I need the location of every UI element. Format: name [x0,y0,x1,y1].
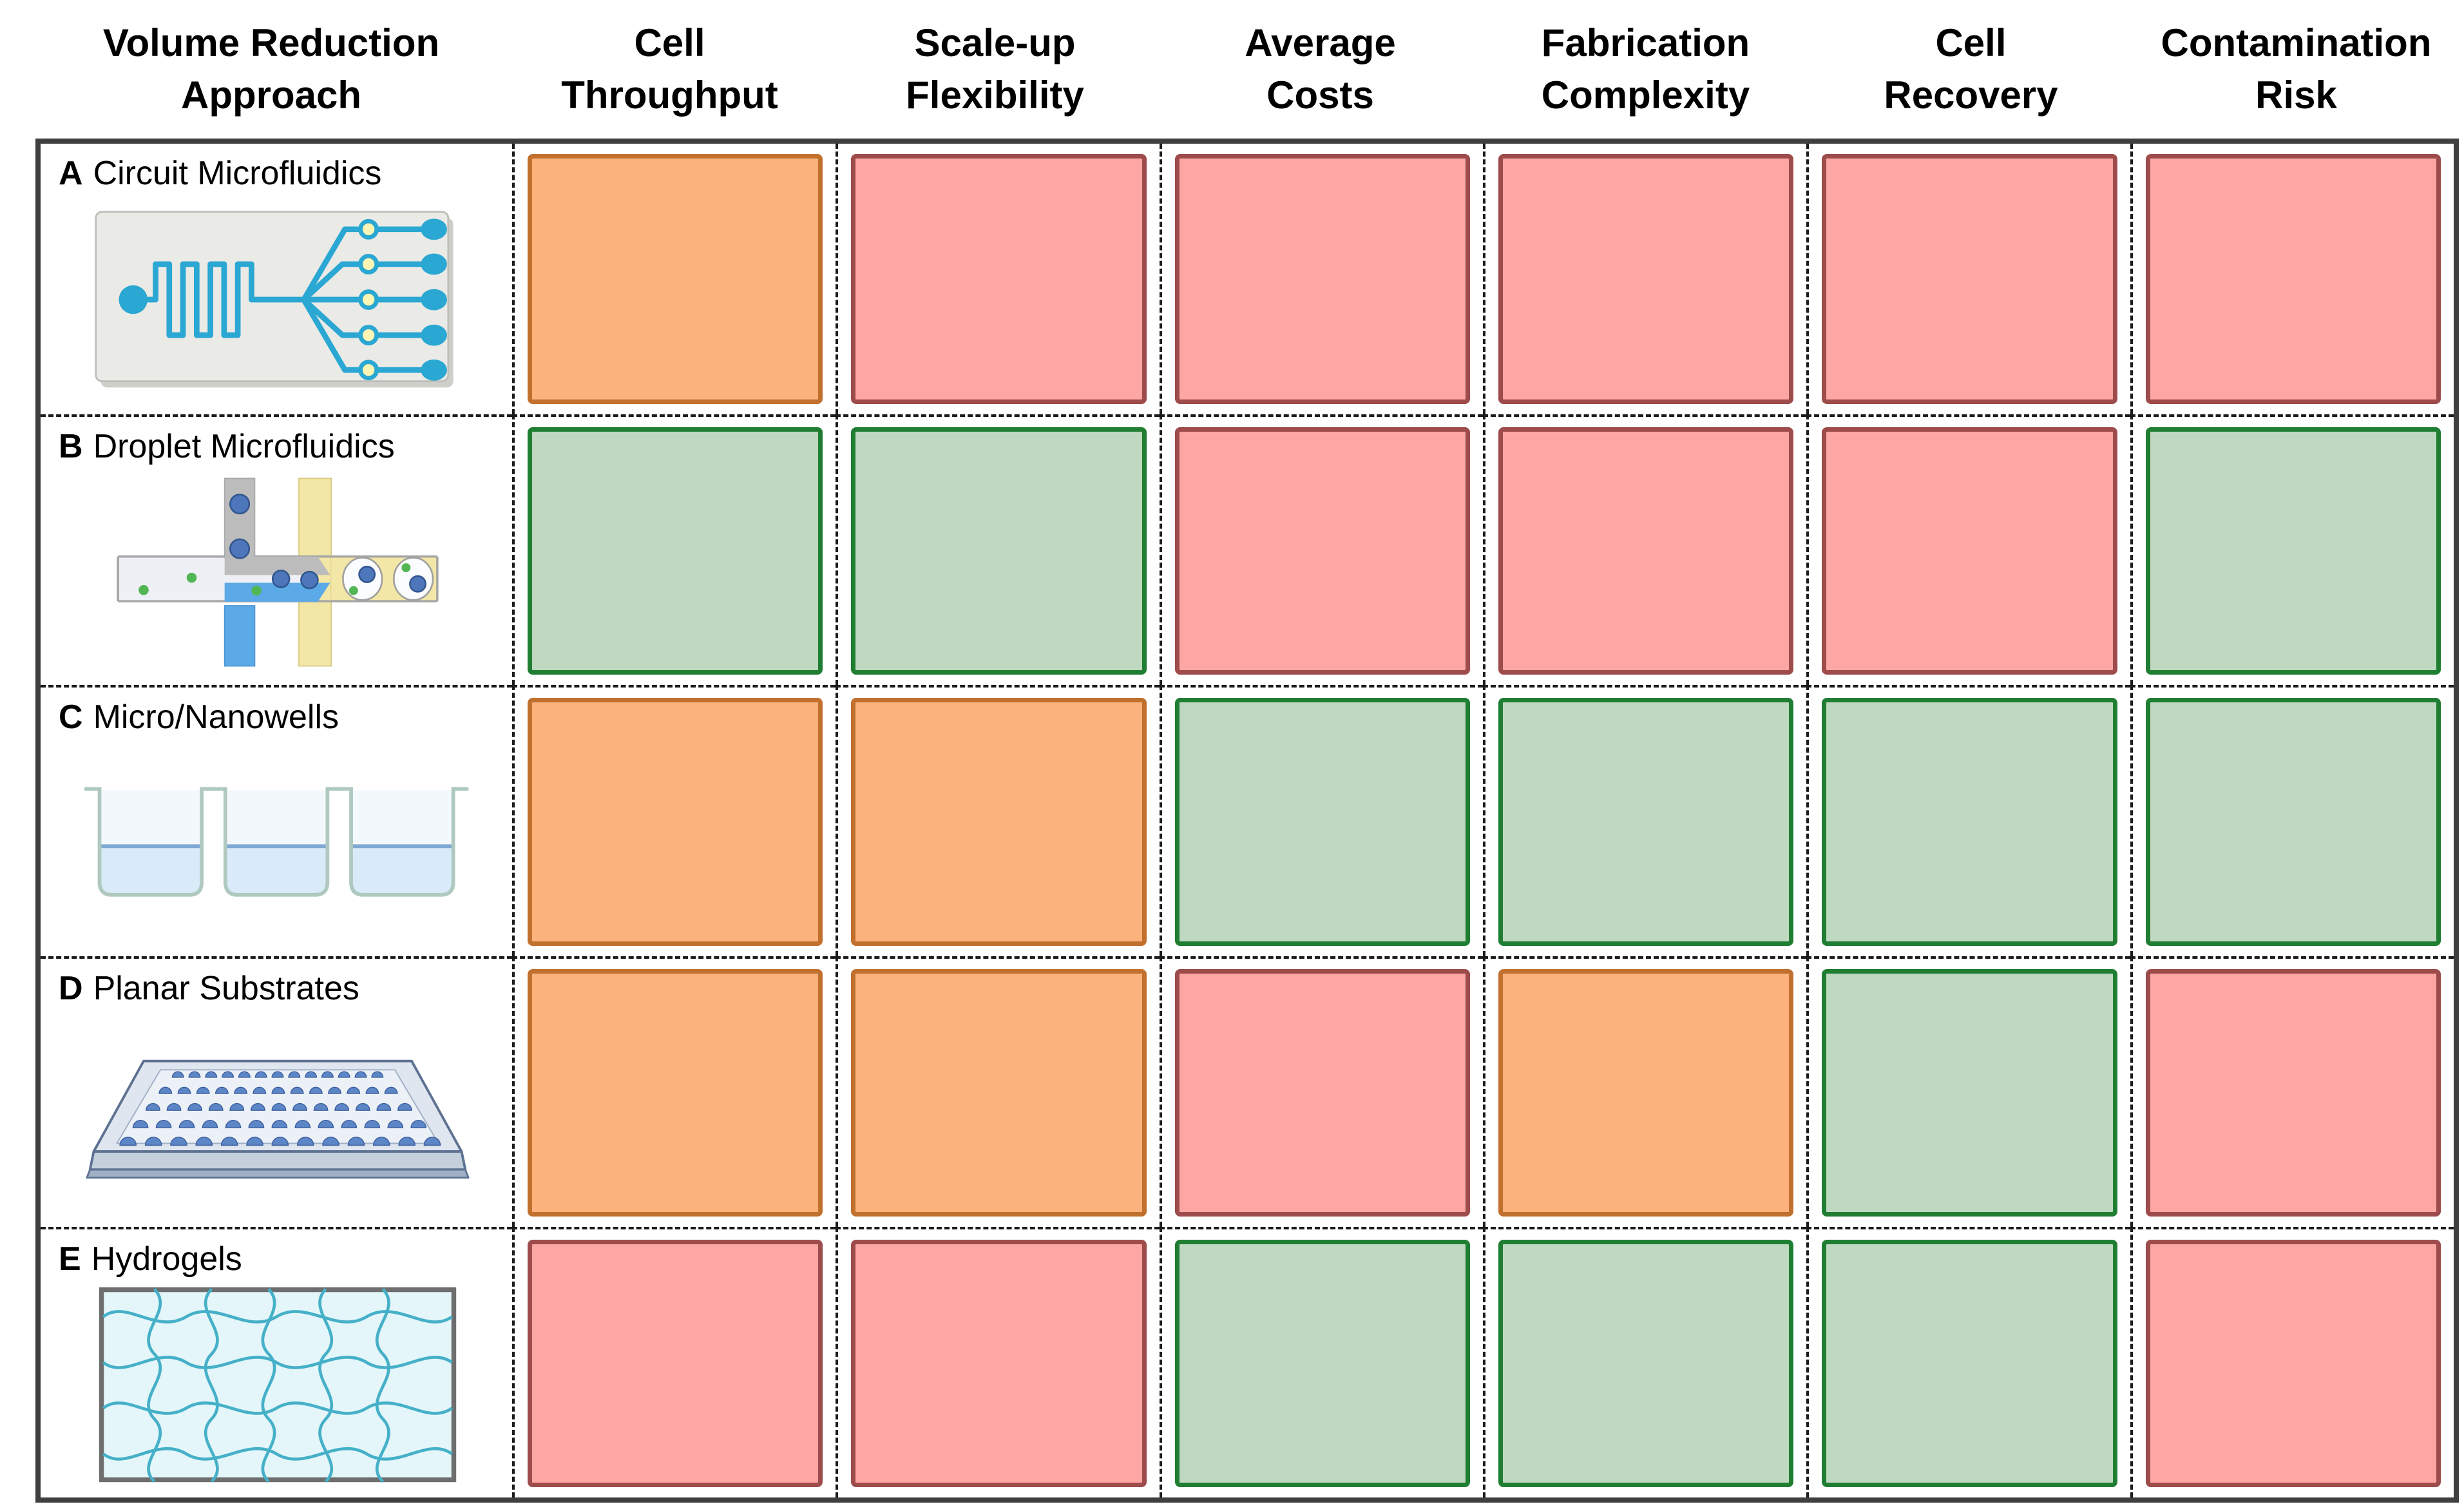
planar-substrates-icon [59,1008,497,1220]
row-label-hydrogels: E Hydrogels [41,1226,512,1497]
rating-box [1174,698,1470,946]
rating-box [1498,698,1794,946]
rating-box [1174,154,1470,405]
header-cell-recovery: Cell Recovery [1884,21,2058,117]
matrix-cell [1483,956,1807,1227]
row-label-circuit-microfluidics: A Circuit Microfluidics [41,144,512,414]
row-name: Circuit Microfluidics [93,155,382,192]
rating-box [1498,1239,1794,1487]
rating-box [2145,698,2441,946]
matrix-cell [512,1226,836,1497]
matrix-cell [1806,414,2130,686]
header-contamination-risk: Contamination Risk [2161,21,2432,117]
row-label-planar-substrates: D Planar Substrates [41,956,512,1227]
matrix-cell [1483,144,1806,415]
rating-box [1498,427,1794,675]
rating-box [528,968,823,1217]
rating-box [1822,698,2117,946]
rating-box [1822,154,2117,405]
row-title: A Circuit Microfluidics [59,154,497,193]
row-letter: A [59,155,83,192]
row-letter: B [59,428,83,466]
header-fabrication-complexity: Fabrication Complexity [1541,21,1750,117]
matrix-cell [1159,414,1483,686]
matrix-cell [2130,1226,2454,1497]
row-name: Hydrogels [91,1240,242,1278]
matrix-cell [2130,956,2454,1227]
matrix-cell [836,414,1160,686]
row-title: E Hydrogels [59,1240,497,1278]
matrix-cell [1483,414,1807,686]
matrix-cell [512,414,836,686]
matrix-cell [1483,1226,1807,1497]
matrix-cell [1159,144,1483,415]
matrix-cell [512,144,836,415]
matrix-cell [2130,685,2454,956]
rating-box [1498,968,1794,1217]
matrix-cell [836,685,1160,956]
rating-box [2145,427,2441,675]
droplet-microfluidics-icon [59,466,497,679]
matrix-cell [512,956,836,1227]
row-name: Micro/Nanowells [93,698,339,736]
rating-box [851,968,1147,1217]
matrix-cell [1159,956,1483,1227]
rating-box [1822,427,2117,675]
matrix-cell [1159,685,1483,956]
rating-box [1498,154,1794,405]
row-label-micro-nanowells: C Micro/Nanowells [41,685,512,956]
hydrogels-icon [59,1278,497,1491]
matrix-cell [836,1226,1160,1497]
matrix-cell [2130,414,2454,686]
rating-box [1822,1239,2117,1487]
row-name: Droplet Microfluidics [93,428,395,466]
rating-box [2145,154,2441,405]
rating-box [851,1239,1147,1487]
matrix-cell [2130,144,2454,415]
row-title: B Droplet Microfluidics [59,427,497,466]
rating-box [528,154,823,405]
rating-box [1174,1239,1470,1487]
circuit-microfluidics-icon [59,193,497,408]
header-approach: Volume Reduction Approach [102,21,440,117]
rating-box [1174,968,1470,1217]
comparison-table: A Circuit Microfluidics [35,139,2459,1503]
matrix-cell [1806,1226,2130,1497]
rating-box [528,1239,823,1487]
header-cell-throughput: Cell Throughput [561,21,778,117]
matrix-cell [1806,685,2130,956]
rating-box [2145,968,2441,1217]
row-letter: E [59,1240,81,1278]
row-label-droplet-microfluidics: B Droplet Microfluidics [41,414,512,685]
rating-box [1174,427,1470,675]
matrix-cell [1806,144,2130,415]
matrix-cell [1806,956,2130,1227]
rating-box [1822,968,2117,1217]
matrix-cell [512,685,836,956]
rating-box [528,427,823,675]
row-title: D Planar Substrates [59,969,497,1008]
matrix-cell [836,144,1159,415]
rating-box [528,698,823,946]
column-headers: Volume Reduction Approach Cell Throughpu… [35,0,2459,139]
matrix-cell [1159,1226,1483,1497]
row-letter: D [59,969,83,1007]
rating-box [851,427,1147,675]
row-name: Planar Substrates [93,969,359,1007]
matrix-cell [1483,685,1807,956]
matrix-cell [836,956,1160,1227]
micro-nanowells-icon [59,736,497,949]
header-scale-up-flexibility: Scale-up Flexibility [906,21,1084,117]
rating-box [2145,1239,2441,1487]
header-average-costs: Average Costs [1245,21,1396,117]
row-letter: C [59,698,83,736]
rating-box [851,698,1147,946]
rating-box [851,154,1147,405]
row-title: C Micro/Nanowells [59,698,497,736]
